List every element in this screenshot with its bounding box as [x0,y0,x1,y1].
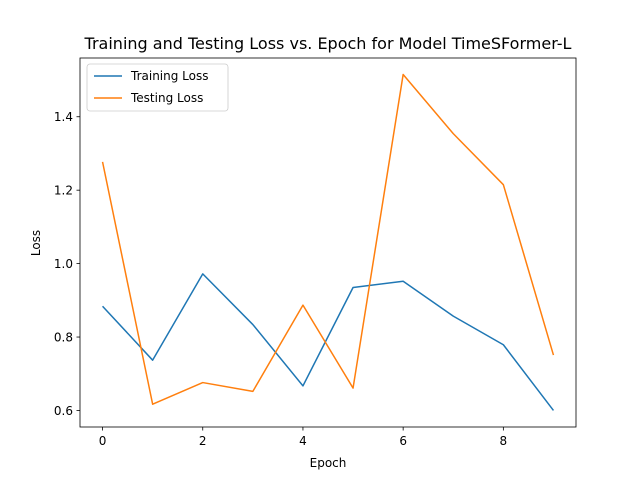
y-tick-label: 1.0 [54,257,73,271]
y-tick-label: 0.6 [54,404,73,418]
axes-background [80,58,576,427]
y-axis-ticks: 0.6 0.8 1.0 1.2 1.4 [54,110,80,418]
chart-title: Training and Testing Loss vs. Epoch for … [84,34,572,53]
y-axis-label: Loss [29,230,43,256]
x-axis-ticks: 0 2 4 6 8 [99,427,507,448]
y-tick-label: 1.2 [54,184,73,198]
axes-frame [79,57,577,428]
y-tick-label: 0.8 [54,331,73,345]
series-line-training-loss [102,273,555,411]
plot-area [80,58,576,427]
x-tick-label: 6 [399,434,407,448]
legend-label-testing-loss: Testing Loss [130,91,203,105]
x-tick-label: 2 [199,434,207,448]
x-axis-label: Epoch [310,456,347,470]
series-line-testing-loss [101,73,555,405]
x-tick-label: 4 [299,434,307,448]
series-layer [101,73,555,411]
x-tick-label: 0 [99,434,107,448]
legend-label-training-loss: Training Loss [130,69,208,83]
legend-box [86,63,229,112]
y-tick-label: 1.4 [54,110,73,124]
x-tick-label: 8 [500,434,508,448]
legend: Training Loss Testing Loss [86,63,229,112]
